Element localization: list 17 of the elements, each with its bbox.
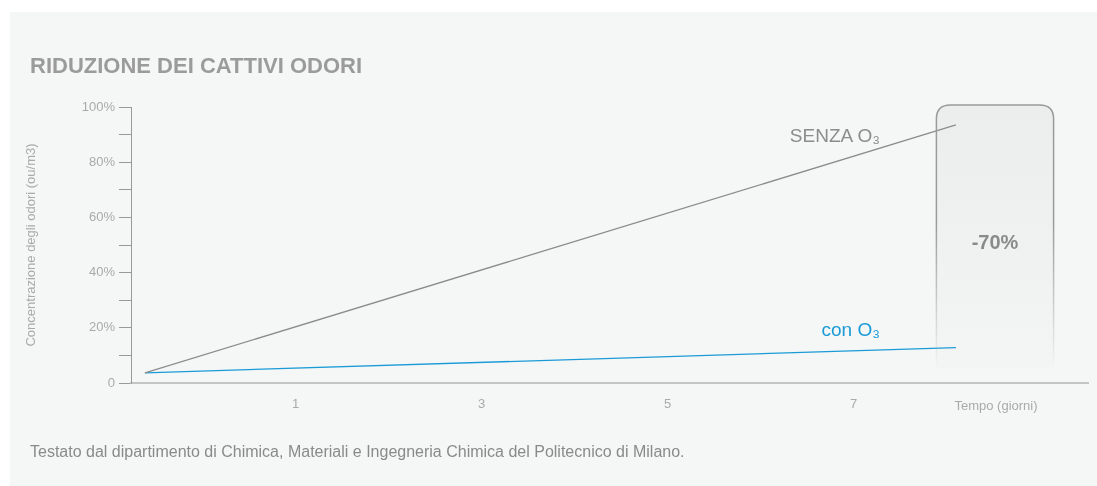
y-tick-label: 40% [88, 264, 116, 280]
y-tick-label: 100% [81, 98, 116, 114]
x-tick-label: 1 [292, 396, 300, 412]
y-tick-label: 20% [88, 319, 116, 335]
text: Testato dal dipartimento di Chimica, Materiali e Ingegneria Chimica del Politecnico di Milano. [30, 443, 685, 460]
y-tick-label: 80% [88, 153, 116, 169]
x-tick-label: 3 [478, 396, 486, 412]
y-axis-title: Concentrazione degli odori (ou/m3) [23, 143, 39, 347]
series-label: con O₃ [821, 318, 880, 340]
y-tick-label: 60% [88, 208, 116, 224]
x-axis-title: Tempo (giorni) [954, 397, 1038, 413]
y-tick-label: 0 [107, 374, 115, 390]
band-label: -70% [971, 230, 1019, 253]
x-tick-label: 5 [664, 396, 672, 412]
chart-title: RIDUZIONE DEI CATTIVI ODORI [30, 53, 363, 78]
series-label: SENZA O₃ [789, 124, 880, 146]
x-tick-label: 7 [850, 396, 858, 412]
